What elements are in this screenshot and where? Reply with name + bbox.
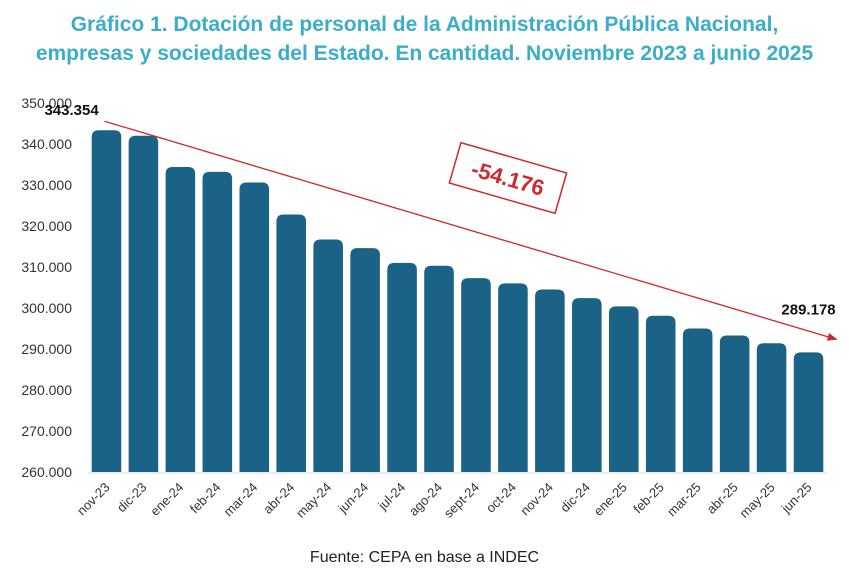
bar-ago-24 xyxy=(424,265,454,472)
y-tick-label: 260.000 xyxy=(21,464,72,480)
x-tick-label: jun-24 xyxy=(334,480,371,517)
x-tick-label: dic-23 xyxy=(114,480,150,516)
change-callout: -54.176 xyxy=(448,141,568,215)
y-axis-tick-labels: 260.000 270.000 280.000 290.000 300.000 310.0… xyxy=(21,95,72,480)
bar-ene-24 xyxy=(165,166,196,472)
y-tick-label: 320.000 xyxy=(21,218,72,234)
y-tick-label: 290.000 xyxy=(21,341,72,357)
bar-mar-24 xyxy=(239,182,270,473)
x-tick-label: mar-24 xyxy=(221,480,261,520)
x-tick-label: ene-24 xyxy=(147,480,186,519)
bar-jul-24 xyxy=(387,262,417,472)
first-value-label: 343.354 xyxy=(44,102,99,119)
y-tick-label: 340.000 xyxy=(21,136,72,152)
chart-title: Gráfico 1. Dotación de personal de la Ad… xyxy=(0,10,849,68)
x-tick-label: sept-24 xyxy=(441,480,482,521)
x-tick-label: feb-25 xyxy=(630,480,667,517)
bar-oct-24 xyxy=(498,283,528,472)
x-tick-label: nov-23 xyxy=(74,480,113,519)
chart-title-line-2: empresas y sociedades del Estado. En can… xyxy=(35,42,814,65)
x-tick-label: abr-24 xyxy=(260,480,297,517)
bar-abr-25 xyxy=(719,335,750,472)
bar-dic-24 xyxy=(572,298,602,472)
x-tick-label: mar-25 xyxy=(664,480,704,520)
x-tick-label: dic-24 xyxy=(557,480,593,516)
bar-jun-24 xyxy=(350,248,380,472)
bar-nov-24 xyxy=(535,289,565,472)
y-tick-label: 330.000 xyxy=(21,177,72,193)
x-tick-label: oct-24 xyxy=(483,480,519,516)
bar-abr-24 xyxy=(276,214,307,472)
source-note: Fuente: CEPA en base a INDEC xyxy=(309,549,540,566)
x-tick-label: jul-24 xyxy=(374,480,408,514)
bar-mar-25 xyxy=(682,328,713,472)
bar-may-24 xyxy=(313,239,343,472)
change-callout-box xyxy=(448,141,568,215)
bar-nov-23 xyxy=(91,130,122,472)
x-tick-label: may-24 xyxy=(293,480,334,521)
bar-sept-24 xyxy=(461,278,491,472)
x-tick-label: abr-25 xyxy=(704,480,741,517)
x-tick-label: jun-25 xyxy=(778,480,815,517)
chart-title-line-1: Gráfico 1. Dotación de personal de la Ad… xyxy=(70,13,779,36)
bar-ene-25 xyxy=(608,306,639,472)
x-tick-label: ene-25 xyxy=(591,480,630,519)
x-tick-label: feb-24 xyxy=(187,480,224,517)
bars-group xyxy=(91,130,824,473)
trend-arrow xyxy=(104,120,838,341)
x-tick-label: nov-24 xyxy=(517,480,556,519)
y-tick-label: 280.000 xyxy=(21,382,72,398)
last-value-label: 289.178 xyxy=(781,301,835,318)
y-tick-label: 310.000 xyxy=(21,259,72,275)
bar-feb-24 xyxy=(202,171,233,472)
y-tick-label: 350.000 xyxy=(21,95,72,111)
x-tick-label: ago-24 xyxy=(406,480,445,519)
bar-may-25 xyxy=(756,343,787,472)
bar-dic-23 xyxy=(128,135,159,473)
x-tick-label: may-25 xyxy=(736,480,777,521)
y-tick-label: 300.000 xyxy=(21,300,72,316)
y-tick-label: 270.000 xyxy=(21,423,72,439)
bar-jun-25 xyxy=(793,352,824,472)
bar-feb-25 xyxy=(645,315,676,472)
